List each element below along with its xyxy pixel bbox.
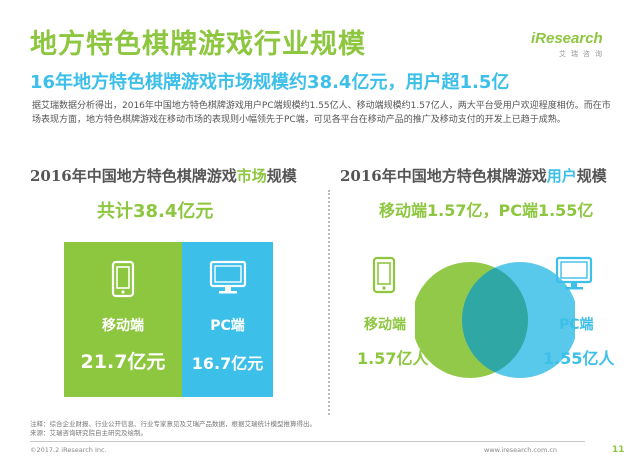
market-label-mobile: 移动端 — [102, 318, 144, 334]
page-number: 11 — [612, 445, 625, 455]
smartphone-icon — [372, 256, 396, 298]
user-title-pre: 2016年中国地方特色棋牌游戏 — [340, 167, 547, 185]
market-value-mobile: 21.7亿元 — [80, 351, 166, 373]
website-text: www.iresearch.com.cn — [484, 446, 558, 454]
market-label-pc: PC端 — [210, 318, 245, 334]
monitor-icon — [555, 256, 593, 296]
page-title: 地方特色棋牌游戏行业规模 — [30, 29, 366, 60]
user-venn-diagram — [415, 262, 575, 378]
market-total: 共计38.4亿元 — [97, 201, 214, 222]
user-value-pc: 1.55亿人 — [543, 349, 615, 368]
logo-subtext: 艾瑞咨询 — [559, 50, 607, 58]
market-size-title: 2016年中国地方特色棋牌游戏市场规模 — [30, 165, 297, 186]
iresearch-logo: iResearch 艾瑞咨询 — [531, 30, 611, 60]
footer-divider — [30, 441, 585, 442]
logo-text: iResearch — [531, 30, 603, 47]
user-summary: 移动端1.57亿，PC端1.55亿 — [379, 201, 594, 220]
user-title-post: 规模 — [576, 167, 607, 185]
market-bar-pc: PC端 16.7亿元 — [182, 242, 273, 397]
smartphone-icon — [111, 260, 135, 302]
user-value-mobile: 1.57亿人 — [357, 349, 429, 368]
market-title-pre: 2016年中国地方特色棋牌游戏 — [30, 167, 237, 185]
source-notes: 注释：综合企业财报、行业公开信息、行业专家意见及艾瑞产品数据，根据艾瑞统计模型推… — [30, 420, 316, 438]
market-value-pc: 16.7亿元 — [191, 354, 264, 373]
copyright-text: ©2017.2 iResearch Inc. — [30, 446, 107, 454]
notes-line-1: 注释：综合企业财报、行业公开信息、行业专家意见及艾瑞产品数据，根据艾瑞统计模型推… — [30, 420, 316, 428]
user-size-title: 2016年中国地方特色棋牌游戏用户规模 — [340, 165, 607, 186]
notes-line-2: 来源：艾瑞咨询研究院自主研究及绘制。 — [30, 429, 147, 437]
venn-overlap — [462, 262, 528, 378]
monitor-icon — [209, 260, 247, 300]
user-label-mobile: 移动端 — [364, 317, 406, 333]
user-label-pc: PC端 — [559, 317, 594, 333]
market-bar-mobile: 移动端 21.7亿元 — [64, 242, 182, 397]
panel-divider — [328, 190, 330, 415]
description-paragraph: 据艾瑞数据分析得出，2016年中国地方特色棋牌游戏用户PC端规模约1.55亿人、… — [32, 101, 611, 125]
market-title-post: 规模 — [266, 167, 297, 185]
page-subtitle: 16年地方特色棋牌游戏市场规模约38.4亿元，用户超1.5亿 — [30, 72, 510, 93]
user-title-highlight: 用户 — [546, 167, 577, 185]
market-title-highlight: 市场 — [236, 167, 267, 185]
